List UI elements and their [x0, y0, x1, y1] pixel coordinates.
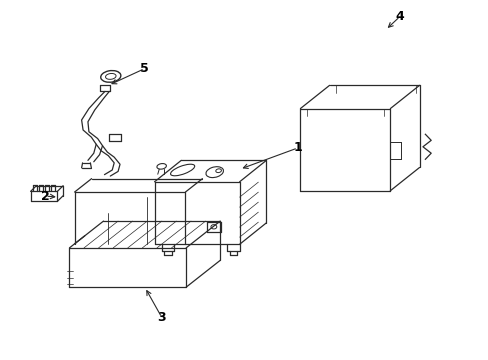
- Text: 5: 5: [140, 62, 149, 75]
- Text: 1: 1: [293, 141, 302, 154]
- Text: 2: 2: [41, 190, 49, 203]
- Text: 4: 4: [395, 10, 404, 23]
- Text: 3: 3: [157, 311, 166, 324]
